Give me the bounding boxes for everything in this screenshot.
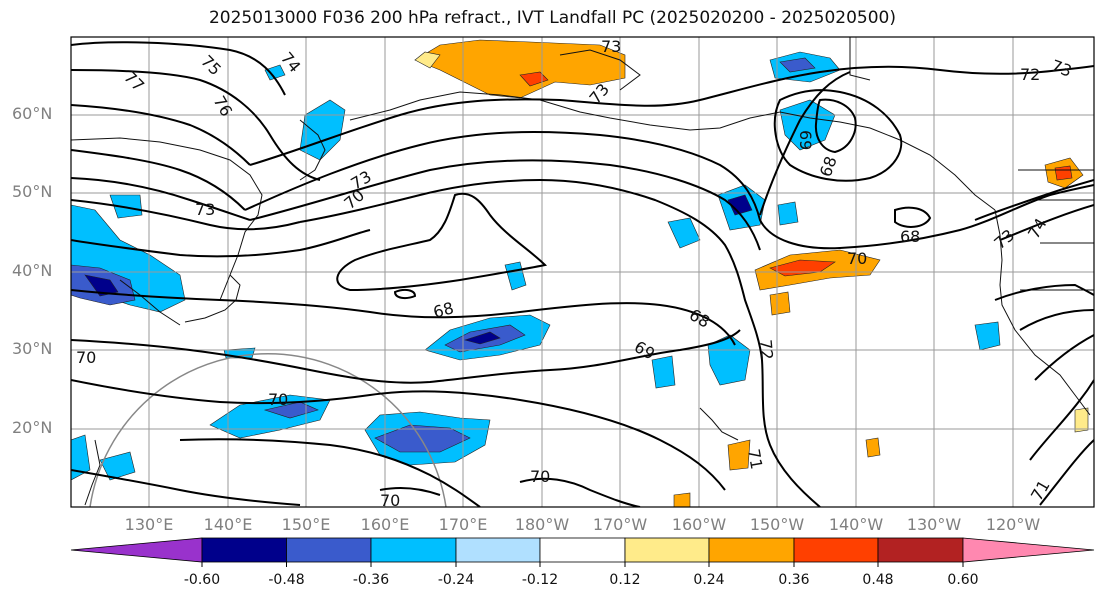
lon-label-160w: 160°W (671, 515, 727, 534)
negative-anomaly-gulf-3-core (779, 57, 816, 73)
colorbar-seg-7 (708, 537, 795, 563)
contour-label: 70 (530, 467, 550, 486)
contour-label: 72 (1020, 65, 1040, 84)
lon-label-160e: 160°E (360, 515, 410, 534)
colorbar-seg-4 (455, 537, 541, 563)
coastlines (71, 37, 1094, 506)
negative-anomaly-sub-2-core (374, 424, 471, 453)
negative-anomaly-sub-1-core (263, 401, 319, 419)
contour-label: 68 (816, 154, 841, 180)
colorbar-seg-2 (286, 537, 372, 563)
lon-label-170e: 170°E (438, 515, 488, 534)
colorbar-seg-3 (370, 537, 457, 563)
lon-label-120w: 120°W (985, 515, 1041, 534)
contour-label: 69 (796, 130, 815, 150)
negative-anomaly-gulf-9 (777, 201, 799, 226)
colorbar-tick-label: -0.12 (521, 572, 559, 588)
lon-label-130e: 130°E (124, 515, 174, 534)
negative-anomaly-japan-deep (84, 274, 119, 297)
colorbar-seg-1 (201, 537, 287, 563)
colorbar-tick-label: -0.24 (437, 572, 475, 588)
negative-anomaly-sub-3 (99, 451, 136, 481)
negative-anomaly-sub-5 (71, 434, 91, 481)
colorbar-tick-label: -0.60 (183, 572, 221, 588)
positive-anomaly-arctic-core (519, 71, 549, 87)
colorbar-tick-label: 0.48 (862, 572, 894, 588)
contour-label: 75 (197, 51, 225, 79)
contour-label: 70 (268, 390, 288, 409)
negative-anomaly-gulf-8 (974, 321, 1001, 351)
contour-label: 73 (990, 225, 1018, 253)
lon-label-140w: 140°W (828, 515, 884, 534)
colorbar-tick-label: -0.48 (268, 572, 305, 588)
plot-frame (70, 36, 1095, 508)
contour-label: 72 (756, 339, 777, 361)
positive-anomaly-ne-6 (865, 437, 881, 458)
positive-anomaly-ne-3-core (1054, 165, 1073, 181)
contour-label: 71 (744, 447, 766, 470)
contour-label: 70 (380, 491, 400, 510)
contour-label: 73 (1049, 56, 1075, 81)
plot-title: 2025013000 F036 200 hPa refract., IVT La… (208, 8, 896, 28)
colorbar (70, 537, 1095, 563)
lon-label-180w: 180°W (514, 515, 570, 534)
negative-anomaly-central-deep (463, 331, 501, 345)
contour-label: 74 (1024, 215, 1051, 242)
contour-label: 68 (900, 227, 920, 246)
contour-label: 68 (686, 305, 713, 332)
lon-label-170w: 170°W (592, 515, 648, 534)
negative-anomaly-gulf-4 (779, 99, 836, 151)
positive-anomaly-arctic (414, 39, 626, 99)
colorbar-tick-label: 0.60 (947, 572, 979, 588)
lat-label-40n: 40°N (12, 261, 53, 280)
negative-anomaly-small-1 (264, 64, 286, 81)
colorbar-ticks (201, 562, 964, 567)
colorbar-seg-9 (877, 537, 964, 563)
negative-anomaly-gulf-6 (651, 355, 676, 389)
colorbar-seg-6 (624, 537, 710, 563)
colorbar-seg-0 (70, 537, 203, 563)
colorbar-seg-5 (539, 537, 626, 563)
negative-anomaly-gulf-7 (504, 261, 527, 291)
positive-anomaly-ne-4 (727, 439, 751, 471)
positive-anomaly-ne-2 (769, 291, 791, 316)
lon-label-140e: 140°E (203, 515, 253, 534)
contour-label: 71 (1027, 477, 1054, 504)
colorbar-tick-label: 0.36 (778, 572, 810, 588)
graticule (71, 37, 1094, 507)
negative-anomaly-kamchatka (299, 99, 346, 161)
colorbar-seg-10 (962, 537, 1095, 563)
positive-anomaly-arctic-edge (414, 51, 441, 69)
range-circle (89, 353, 447, 507)
positive-anomaly-ne-7 (1074, 407, 1089, 433)
contour-label: 73 (195, 200, 215, 219)
colorbar-tick-label: -0.36 (352, 572, 390, 588)
lat-label-60n: 60°N (12, 104, 53, 123)
negative-anomaly-gulf-1-core (727, 194, 753, 216)
negative-anomaly-gulf-5 (707, 334, 751, 386)
colorbar-tick-label: 0.24 (693, 572, 725, 588)
contour-label: 73 (601, 37, 621, 56)
lon-label-150w: 150°W (749, 515, 805, 534)
colorbar-tick-label: 0.12 (609, 572, 641, 588)
lat-label-30n: 30°N (12, 339, 53, 358)
negative-anomaly-gulf-2 (667, 217, 701, 249)
contour-label: 70 (847, 249, 867, 268)
lon-label-150e: 150°E (281, 515, 331, 534)
lat-label-50n: 50°N (12, 182, 53, 201)
lat-label-20n: 20°N (12, 418, 53, 437)
lon-label-130w: 130°W (906, 515, 962, 534)
positive-anomaly-ne-5 (673, 492, 691, 507)
contour-label: 68 (431, 298, 456, 322)
colorbar-seg-8 (793, 537, 879, 563)
contour-label: 70 (76, 348, 96, 367)
refractivity-contours (71, 41, 1094, 507)
